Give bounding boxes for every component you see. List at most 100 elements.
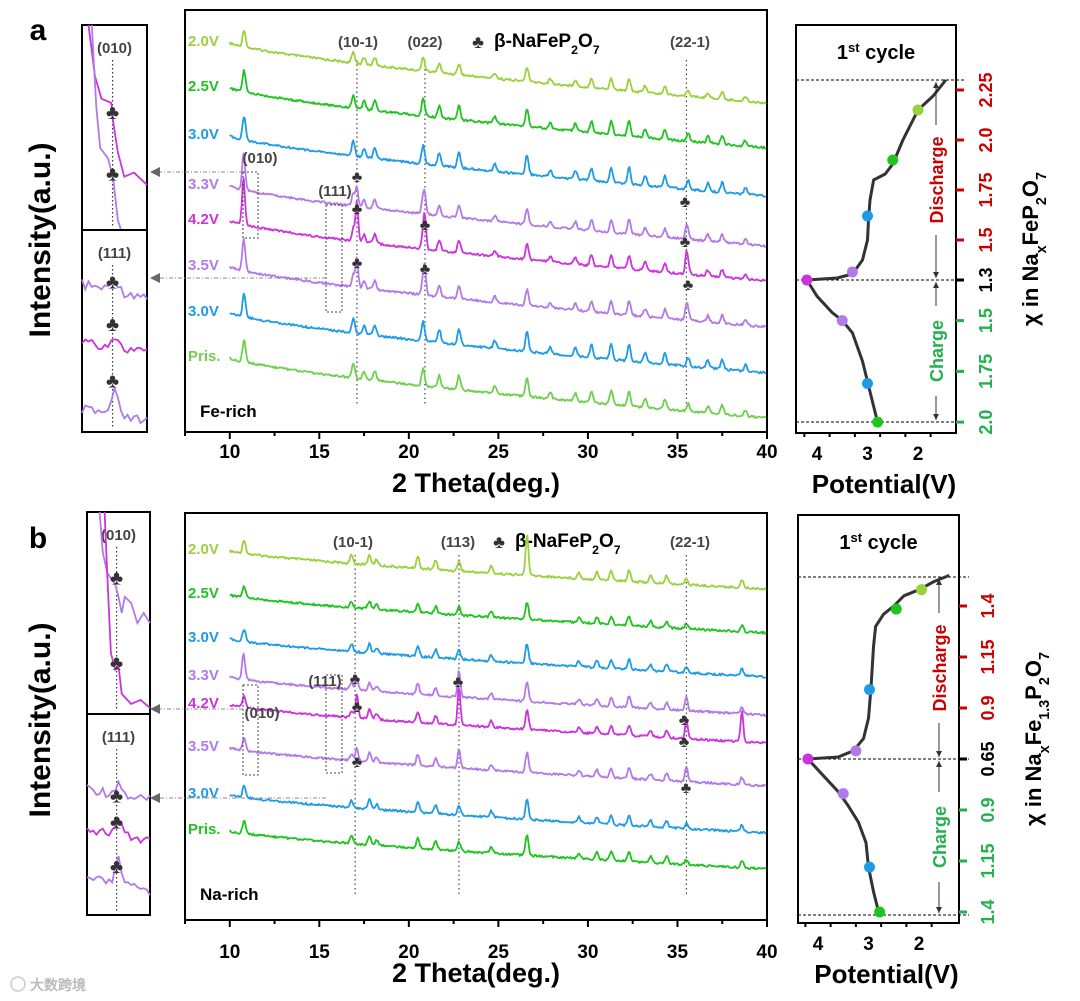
discharge-tick-label: 2.0 [976, 127, 996, 152]
mid-tick-label: 1.3 [976, 267, 996, 292]
club-marker: ♣ [352, 169, 363, 186]
arrow-head-icon [936, 907, 942, 913]
zoom-region-box [242, 171, 259, 239]
charge-curve [805, 279, 880, 423]
x-axis-label: 2 Theta(deg.) [392, 958, 560, 988]
x-tick-label: 10 [219, 942, 240, 963]
arrow-head-icon [933, 272, 939, 278]
cycle-panel: 4 3 2 Potential(V) 1st cycle 1.3 1.5 1.75 2.0 2.2… [795, 24, 1050, 499]
charge-tick-label: 0.9 [978, 797, 998, 822]
cycle-panel: 4 3 2 Potential(V) 1st cycle 0.65 0.9 1.15 1.4 0.… [797, 514, 1053, 989]
subscript: 2 [1037, 677, 1053, 685]
cycle-point-35V [837, 788, 849, 800]
legend-club-symbol: ♣ [472, 32, 484, 52]
text-part: β-NaFeP [494, 31, 571, 52]
x-tick-label: 25 [488, 442, 510, 463]
arrow-head-icon [936, 751, 942, 757]
club-marker: ♣ [420, 261, 431, 278]
panel-b: b Intensity(a.u.) 10 15 20 25 30 35 40 2 Theta(de… [24, 511, 1053, 989]
subscript: x [1034, 245, 1050, 253]
legend-formula: β-NaFeP2O7 [515, 531, 621, 557]
text-part: O [1021, 660, 1046, 677]
text-part: χ in Na [1018, 253, 1043, 326]
zoom-region-label: (111) [308, 673, 341, 690]
watermark-logo: 大数跨境 [30, 977, 86, 993]
cycle-point-33V [846, 266, 858, 278]
inset-club-marker: ♣ [106, 164, 119, 186]
xrd-trace-35V [228, 237, 767, 329]
plot-frame [184, 512, 768, 921]
x-tick-label: 20 [398, 942, 419, 963]
inset-111: (111) ♣ ♣ ♣ [81, 229, 148, 433]
arrow-head-icon [150, 793, 160, 803]
inset-trace [81, 338, 148, 354]
discharge-label: Discharge [927, 136, 947, 223]
zoom-region-box [242, 684, 259, 776]
xrd-trace-Pris [229, 820, 767, 871]
cycle-point-30V [862, 378, 873, 390]
x-tick-label: 40 [756, 442, 777, 463]
x-tick-label: 30 [577, 442, 598, 463]
charge-tick-label: 2.0 [976, 410, 996, 435]
arrow-head-icon [933, 414, 939, 420]
potential-tick-label: 4 [812, 444, 823, 465]
cycle-y-axis-label: χ in NaxFeP2O7 [1018, 172, 1050, 326]
club-marker: ♣ [453, 674, 464, 691]
club-marker: ♣ [352, 754, 363, 771]
inset-trace [81, 385, 148, 425]
trace-label: 4.2V [188, 695, 219, 712]
discharge-tick-label: 1.4 [978, 593, 998, 618]
trace-label: Pris. [188, 348, 221, 365]
subscript: 2 [571, 43, 578, 57]
potential-tick-label: 4 [813, 934, 824, 955]
charge-tick-label: 1.15 [978, 843, 998, 878]
cycle-frame [797, 514, 960, 924]
inset-club-marker: ♣ [106, 314, 119, 336]
inset-trace [103, 511, 151, 709]
potential-tick-label: 3 [862, 444, 873, 465]
inset-label: (010) [101, 527, 136, 544]
xrd-trace-30V [229, 629, 766, 679]
x-tick-label: 35 [667, 442, 689, 463]
inset-trace [86, 855, 151, 896]
plot-frame [184, 9, 768, 433]
panel-a: a Intensity(a.u.) 10 15 20 25 30 35 40 2 Theta(de… [24, 9, 1050, 499]
arrow-head-icon [933, 282, 939, 288]
sample-label: Na-rich [200, 885, 259, 904]
charge-label: Charge [927, 320, 947, 382]
inset-club-marker: ♣ [110, 653, 123, 675]
zoom-region-label: (111) [318, 183, 351, 200]
xrd-trace-42V [229, 177, 766, 282]
cycle-frame [795, 24, 957, 434]
discharge-tick-label: 1.75 [976, 172, 996, 207]
reflection-label: (22-1) [670, 34, 710, 51]
subscript: 7 [593, 43, 600, 57]
zoom-region-box [325, 674, 343, 774]
x-tick-label: 35 [667, 942, 689, 963]
trace-label: 3.5V [188, 738, 219, 755]
text-part: P [1021, 685, 1046, 700]
charge-tick-label: 1.5 [976, 308, 996, 333]
text-part: cycle [862, 532, 918, 554]
legend-club-symbol: ♣ [493, 532, 505, 552]
subscript: 7 [1037, 652, 1053, 660]
inset-frame [86, 511, 151, 715]
inset-club-marker: ♣ [106, 371, 119, 393]
subscript: 7 [1034, 172, 1050, 180]
inset-club-marker: ♣ [110, 856, 123, 878]
inset-frame [81, 229, 148, 433]
xrd-trace-30V [229, 116, 766, 198]
text-part: st [850, 530, 862, 545]
arrow-head-icon [150, 704, 160, 714]
charge-tick-label: 1.75 [976, 354, 996, 389]
y-axis-label: Intensity(a.u.) [24, 142, 57, 337]
potential-tick-label: 3 [863, 934, 874, 955]
subscript: x [1037, 745, 1053, 753]
xrd-trace-30V [229, 784, 767, 835]
text-part: O [578, 31, 593, 52]
xrd-trace-20V [228, 30, 767, 105]
inset-club-marker: ♣ [106, 272, 119, 294]
text-part: Fe [1021, 720, 1046, 746]
y-axis-label: Intensity(a.u.) [24, 622, 57, 817]
potential-tick-label: 2 [914, 934, 925, 955]
